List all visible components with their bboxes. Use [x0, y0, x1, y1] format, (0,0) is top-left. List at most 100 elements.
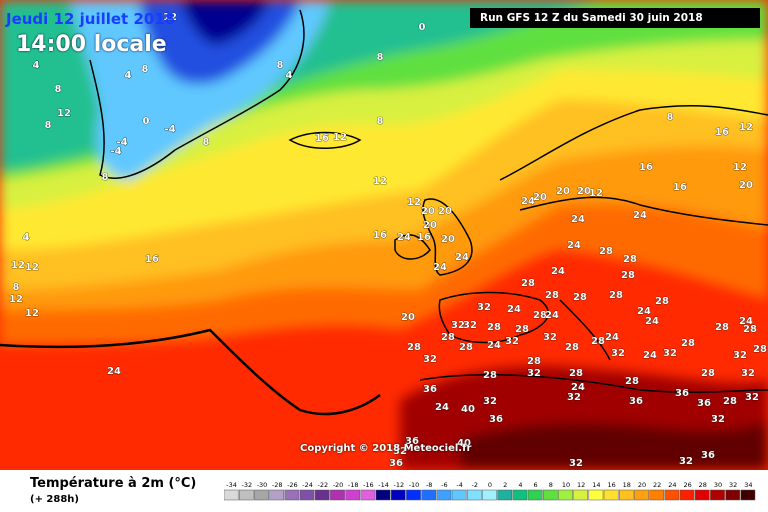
temperature-value-label: 24: [545, 310, 559, 321]
temperature-value-label: 28: [715, 322, 729, 333]
temperature-value-label: 28: [701, 368, 715, 379]
temperature-value-label: 4: [33, 60, 40, 71]
scale-swatch: [558, 489, 573, 501]
scale-tick-label: 30: [714, 481, 722, 489]
scale-swatch: [694, 489, 710, 501]
temperature-value-label: 16: [373, 230, 387, 241]
temperature-value-label: -4: [110, 146, 121, 157]
scale-tick-label: -20: [333, 481, 344, 489]
temperature-value-label: 28: [459, 342, 473, 353]
temperature-value-label: 16: [715, 127, 729, 138]
scale-tick-label: -12: [393, 481, 404, 489]
temperature-value-label: 32: [505, 336, 519, 347]
temperature-value-label: 24: [435, 402, 449, 413]
temperature-value-label: 32: [663, 348, 677, 359]
temperature-value-label: -4: [164, 124, 175, 135]
temperature-value-label: 0: [143, 116, 150, 127]
temperature-value-label: 8: [277, 60, 284, 71]
scale-tick-label: 34: [744, 481, 752, 489]
temperature-value-label: 12: [9, 294, 23, 305]
temperature-value-label: 28: [573, 292, 587, 303]
temperature-value-label: 12: [163, 12, 177, 23]
temperature-value-label: 20: [556, 186, 570, 197]
forecast-date: Jeudi 12 juillet 2018: [6, 10, 176, 28]
scale-swatch: [664, 489, 680, 501]
temperature-value-label: 8: [45, 120, 52, 131]
scale-swatch: [512, 489, 528, 501]
temperature-value-label: 24: [739, 316, 753, 327]
temperature-value-label: 28: [723, 396, 737, 407]
temperature-value-label: 32: [483, 396, 497, 407]
temperature-value-label: 40: [457, 438, 471, 449]
temperature-value-label: 8: [55, 84, 62, 95]
temperature-value-label: 24: [605, 332, 619, 343]
scale-swatch: [238, 489, 254, 501]
temperature-value-label: 12: [11, 260, 25, 271]
temperature-value-label: 24: [507, 304, 521, 315]
scale-swatch: [330, 489, 345, 501]
model-run-info: Run GFS 12 Z du Samedi 30 juin 2018: [470, 8, 760, 28]
scale-swatch: [649, 489, 665, 501]
scale-tick-label: -34: [226, 481, 237, 489]
temperature-value-label: 28: [609, 290, 623, 301]
temperature-value-label: 20: [423, 220, 437, 231]
scale-swatch: [542, 489, 558, 501]
scale-swatch: [299, 489, 315, 501]
scale-tick-label: 26: [683, 481, 691, 489]
temperature-value-label: 28: [521, 278, 535, 289]
scale-swatch: [269, 489, 285, 501]
scale-swatch: [527, 489, 543, 501]
temperature-value-label: 20: [533, 192, 547, 203]
temperature-value-label: 40: [461, 404, 475, 415]
temperature-value-label: 12: [733, 162, 747, 173]
scale-tick-label: 6: [534, 481, 538, 489]
temperature-value-label: 8: [13, 282, 20, 293]
scale-tick-label: 2: [503, 481, 507, 489]
scale-swatch: [451, 489, 467, 501]
temperature-value-label: 8: [203, 137, 210, 148]
scale-swatch: [618, 489, 634, 501]
temperature-value-label: 28: [623, 254, 637, 265]
scale-swatch: [284, 489, 300, 501]
scale-tick-label: 8: [549, 481, 553, 489]
color-scale: -34 -32 -30 -28 -26 -24 -22 -20 -18 -16 -14 -12 -10-…: [224, 481, 756, 501]
temperature-value-label: 28: [681, 338, 695, 349]
temperature-value-label: 28: [515, 324, 529, 335]
scale-tick-label: 22: [653, 481, 661, 489]
temperature-value-label: 28: [441, 332, 455, 343]
scale-tick-label: -32: [241, 481, 252, 489]
scale-swatch: [345, 489, 361, 501]
temperature-value-label: 28: [565, 342, 579, 353]
temperature-value-label: 36: [675, 388, 689, 399]
temperature-value-label: 36: [697, 398, 711, 409]
scale-tick-label: -14: [378, 481, 389, 489]
temperature-value-label: 24: [455, 252, 469, 263]
temperature-value-label: 36: [629, 396, 643, 407]
temperature-value-label: 32: [711, 414, 725, 425]
temperature-value-label: 20: [441, 234, 455, 245]
scale-tick-label: -10: [409, 481, 420, 489]
temperature-value-label: 32: [543, 332, 557, 343]
deep-red-area: [460, 420, 768, 470]
temperature-value-label: 28: [599, 246, 613, 257]
scale-swatch: [406, 489, 421, 501]
scale-tick-label: 0: [488, 481, 492, 489]
scale-swatch: [224, 489, 239, 501]
temperature-value-label: 4: [286, 70, 293, 81]
temperature-value-label: 36: [489, 414, 503, 425]
scale-tick-label: 28: [699, 481, 707, 489]
scale-swatch: [482, 489, 497, 501]
temperature-value-label: 28: [487, 322, 501, 333]
scale-tick-label: 20: [638, 481, 646, 489]
scale-tick-label: 4: [518, 481, 522, 489]
temperature-value-label: 8: [377, 116, 384, 127]
temperature-value-label: 16: [315, 133, 329, 144]
lead-time-label: (+ 288h): [30, 494, 79, 505]
scale-swatch: [375, 489, 391, 501]
temperature-value-label: 32: [393, 446, 407, 457]
temperature-value-label: 28: [569, 368, 583, 379]
temperature-value-label: 28: [591, 336, 605, 347]
forecast-local-time: 14:00 locale: [16, 32, 167, 57]
